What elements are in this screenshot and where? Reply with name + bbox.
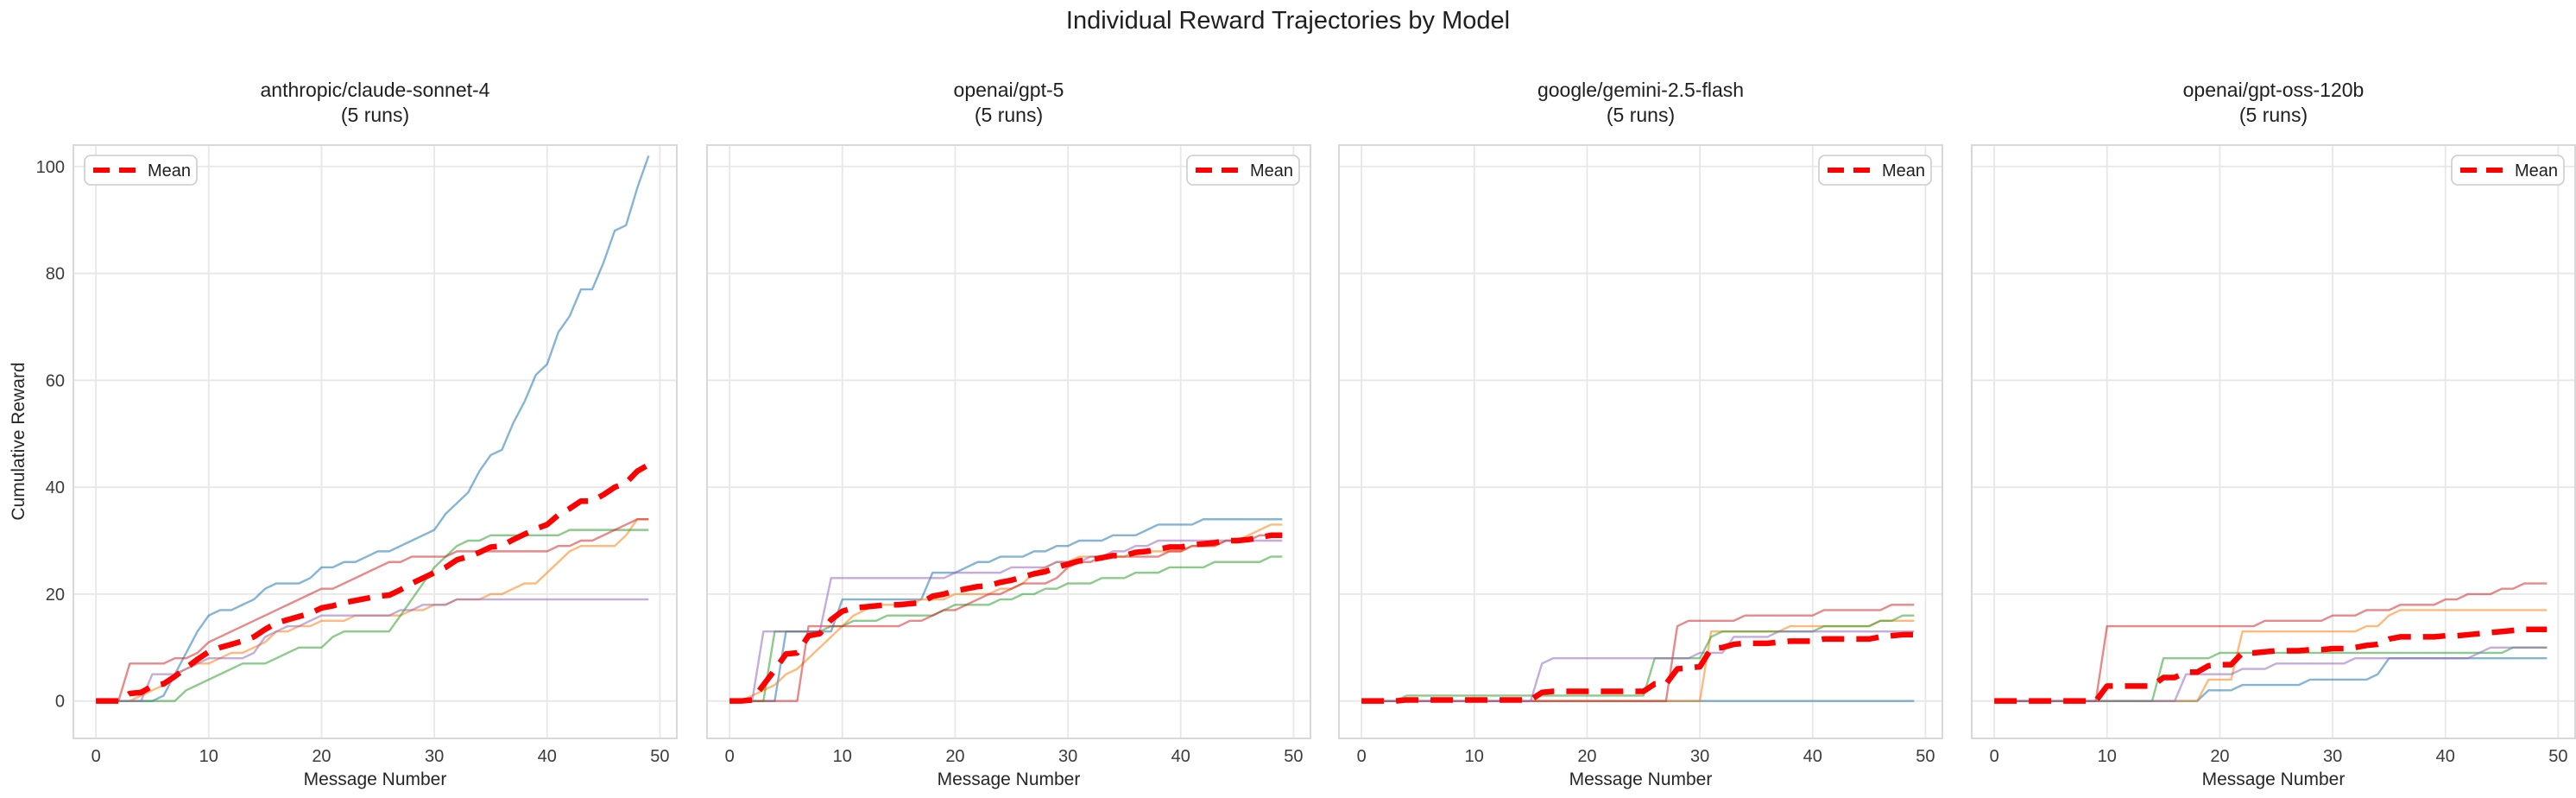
subplot-title-line1: openai/gpt-oss-120b [2182, 79, 2364, 101]
legend-box [84, 155, 198, 186]
y-tick-label: 0 [55, 693, 65, 712]
x-tick-label: 50 [1284, 747, 1303, 766]
x-axis-label: Message Number [1569, 770, 1713, 789]
x-tick-label: 30 [425, 747, 444, 766]
legend-box [1818, 155, 1932, 186]
subplot-title-gptoss: openai/gpt-oss-120b (5 runs) [1972, 78, 2575, 128]
x-tick-label: 10 [1465, 747, 1484, 766]
subplot-title-gpt5: openai/gpt-5 (5 runs) [707, 78, 1310, 128]
axes-frame [73, 144, 678, 739]
mean-line [1361, 631, 1915, 704]
mean-line [729, 532, 1283, 704]
y-tick-label: 80 [46, 265, 65, 284]
x-axis-label: Message Number [2201, 770, 2346, 789]
run-line [96, 529, 649, 702]
x-tick-label: 10 [2098, 747, 2117, 766]
run-line [729, 534, 1283, 702]
run-line [96, 598, 649, 702]
x-tick-label: 10 [833, 747, 852, 766]
run-line [1994, 609, 2548, 702]
subplot-title-claude: anthropic/claude-sonnet-4 (5 runs) [73, 78, 677, 128]
x-tick-label: 50 [1916, 747, 1935, 766]
legend-label: Mean [1250, 162, 1293, 180]
x-tick-label: 40 [538, 747, 557, 766]
x-tick-label: 20 [2210, 747, 2229, 766]
y-tick-label: 60 [46, 371, 65, 390]
legend-label: Mean [148, 162, 191, 180]
x-tick-label: 10 [199, 747, 218, 766]
run-line [729, 555, 1283, 702]
run-line [729, 523, 1283, 702]
axes-frame [1338, 144, 1943, 739]
axes-frame [1971, 144, 2576, 739]
legend-box [2451, 155, 2565, 186]
run-line [729, 539, 1283, 702]
mean-line [1994, 626, 2548, 704]
y-tick-label: 100 [36, 158, 65, 177]
x-tick-label: 30 [2323, 747, 2342, 766]
subplot-title-line1: openai/gpt-5 [953, 79, 1064, 101]
x-tick-label: 0 [92, 747, 101, 766]
mean-line [96, 462, 650, 704]
legend-label: Mean [2515, 162, 2558, 180]
y-tick-label: 20 [46, 586, 65, 605]
x-axis-label: Message Number [937, 770, 1081, 789]
axes-frame [706, 144, 1311, 739]
x-tick-label: 20 [1577, 747, 1596, 766]
subplot-title-line2: (5 runs) [2238, 104, 2308, 126]
run-line [1994, 582, 2548, 702]
run-line [1994, 656, 2548, 702]
subplot-title-line2: (5 runs) [1606, 104, 1676, 126]
subplot-title-line2: (5 runs) [974, 104, 1044, 126]
x-tick-label: 50 [650, 747, 669, 766]
x-tick-label: 0 [725, 747, 735, 766]
x-tick-label: 50 [2548, 747, 2567, 766]
x-tick-label: 20 [312, 747, 331, 766]
run-line [96, 155, 650, 702]
legend-box [1186, 155, 1300, 186]
run-line [1361, 614, 1915, 702]
run-line [1361, 604, 1915, 702]
x-axis-label: Message Number [303, 770, 447, 789]
x-tick-label: 30 [1058, 747, 1077, 766]
x-tick-label: 40 [1171, 747, 1190, 766]
x-tick-label: 0 [1357, 747, 1367, 766]
subplot-title-line2: (5 runs) [340, 104, 410, 126]
run-line [1994, 646, 2548, 702]
x-tick-label: 20 [945, 747, 964, 766]
legend-label: Mean [1882, 162, 1925, 180]
x-tick-label: 0 [1990, 747, 1999, 766]
subplot-title-gemini: google/gemini-2.5-flash (5 runs) [1339, 78, 1942, 128]
x-tick-label: 40 [1803, 747, 1822, 766]
subplot-title-line1: google/gemini-2.5-flash [1537, 79, 1745, 101]
x-tick-label: 40 [2436, 747, 2455, 766]
x-tick-label: 30 [1690, 747, 1709, 766]
subplot-title-line1: anthropic/claude-sonnet-4 [260, 79, 490, 101]
run-line [1361, 630, 1915, 702]
y-tick-label: 40 [46, 478, 65, 497]
figure-title: Individual Reward Trajectories by Model [1065, 7, 1511, 35]
run-line [1994, 646, 2548, 702]
run-line [96, 518, 649, 702]
